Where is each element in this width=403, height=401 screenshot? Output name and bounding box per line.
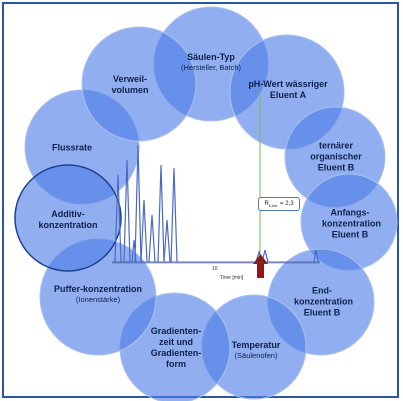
label-anfangs: Anfangs-konzentration Eluent B (322, 207, 382, 240)
label-verweil: Verweil-volumen (111, 74, 149, 95)
peak-4 (140, 199, 148, 263)
label-additiv: Additiv-konzentration (38, 209, 98, 230)
x-axis-label: Time [min] (220, 275, 244, 281)
bubble-verweil (81, 26, 197, 142)
label-saeulen-typ: Säulen-Typ (Hersteller, Batch) (180, 52, 242, 72)
critical-pair-arrow (253, 254, 268, 278)
peak-3 (134, 144, 142, 263)
resolution-label: Rs,krit. = 2,3 (258, 197, 300, 211)
label-end: End-konzentration Eluent B (294, 285, 354, 318)
peak-7 (163, 219, 171, 263)
peak-5 (148, 214, 156, 263)
label-ternaerer: ternärer organischer Eluent B (310, 140, 362, 173)
label-gradienten: Gradienten-zeit und Gradienten-form (150, 326, 202, 369)
peak-9 (131, 239, 137, 263)
peak-2 (123, 159, 131, 263)
label-temperatur: Temperatur (Säulenofen) (231, 340, 281, 360)
bubble-additiv (14, 164, 122, 272)
label-flussrate: Flussrate (51, 142, 93, 153)
x-tick-label: 10 (212, 266, 218, 272)
peak-6 (157, 164, 165, 263)
peak-12 (313, 249, 319, 263)
label-puffer: Puffer-konzentration (Ionenstärke) (53, 284, 143, 304)
peak-8 (170, 167, 178, 263)
peak-1 (114, 174, 122, 263)
chromatogram-peaks (114, 144, 319, 263)
label-ph-wert: pH-Wert wässriger Eluent A (248, 79, 328, 100)
